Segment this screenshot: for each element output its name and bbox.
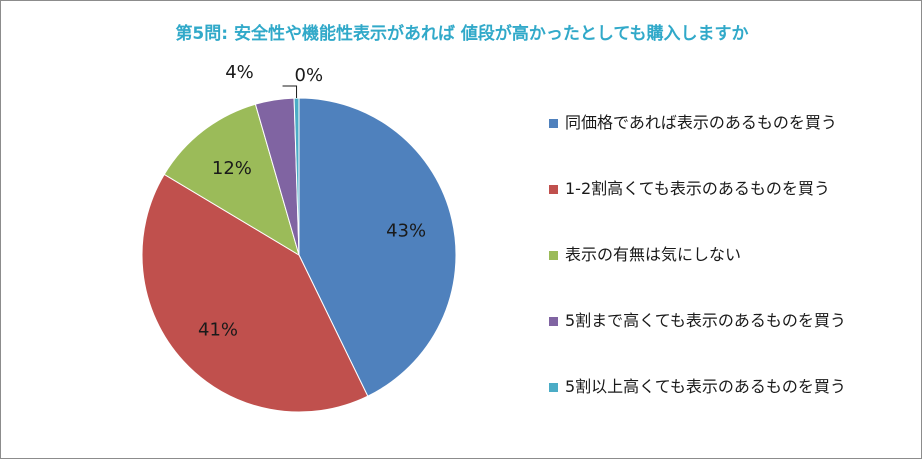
leader-line-4 [282,85,298,99]
data-label-1: 41% [198,319,238,340]
legend-label-3: 5割まで高くても表示のあるものを買う [565,311,846,330]
legend-label-2: 表示の有無は気にしない [565,245,742,264]
legend-swatch-0 [549,119,558,128]
data-label-2: 12% [212,158,252,179]
legend-label-1: 1-2割高くても表示のあるものを買う [565,179,830,198]
chart-title: 第5問: 安全性や機能性表示があれば 値段が高かったとしても購入しますか [175,24,749,44]
legend-label-0: 同価格であれば表示のあるものを買う [565,113,837,132]
legend-swatch-4 [549,383,558,392]
data-label-0: 43% [386,220,426,241]
legend-swatch-3 [549,317,558,326]
legend-swatch-2 [549,251,558,260]
pie-slice-1 [141,173,369,413]
legend-swatch-1 [549,185,558,194]
pie-slice-2 [163,103,300,257]
legend-label-4: 5割以上高くても表示のあるものを買う [565,377,846,396]
data-label-3: 4% [225,62,254,83]
data-label-4: 0% [295,65,324,86]
pie-slice-0 [298,97,457,397]
